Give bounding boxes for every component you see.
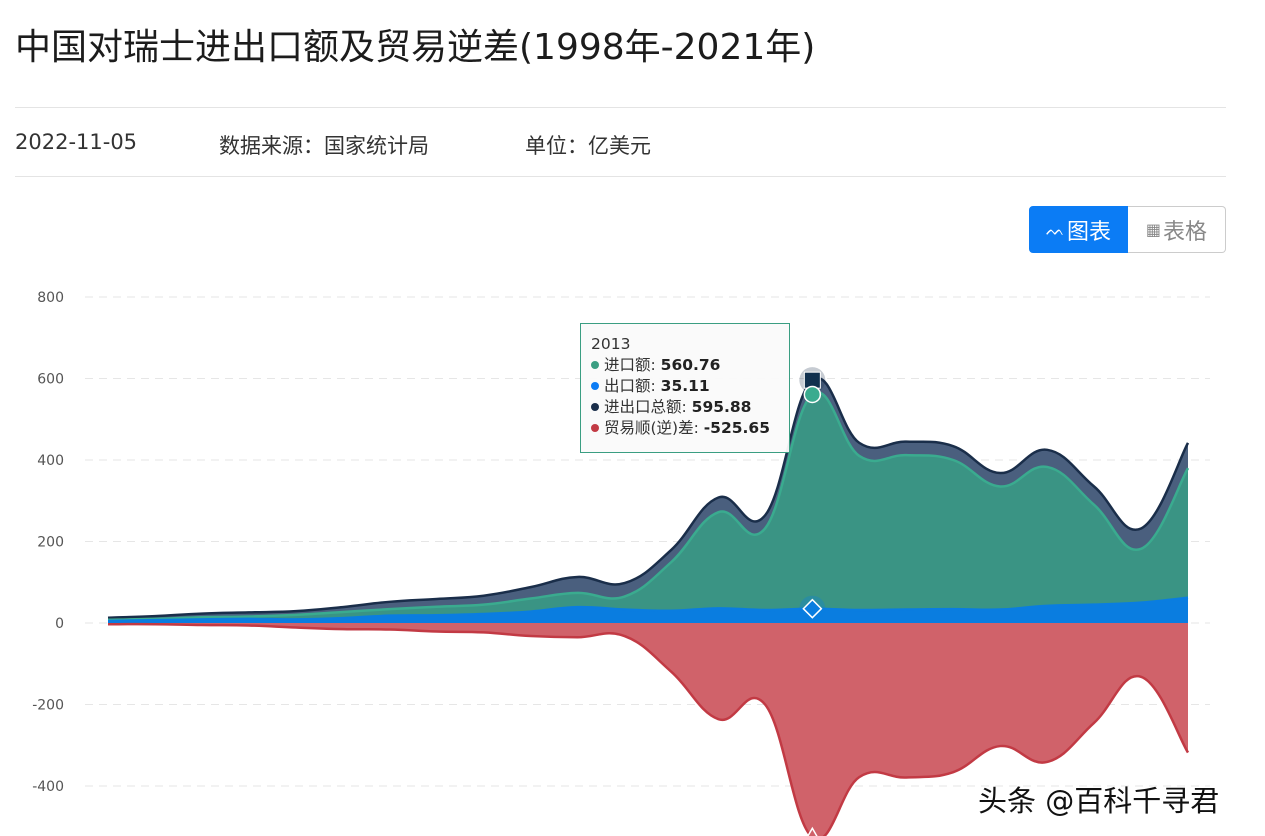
y-tick-label: 800 xyxy=(37,290,64,306)
view-toggle: ᨓ 图表 ▦ 表格 xyxy=(1029,206,1226,253)
series-dot-icon xyxy=(591,361,599,369)
data-source: 数据来源：国家统计局 xyxy=(219,134,429,158)
balance-marker xyxy=(807,826,818,836)
y-tick-label: 400 xyxy=(37,453,64,469)
tooltip-value: 595.88 xyxy=(691,398,752,416)
y-tick-label: 200 xyxy=(37,535,64,551)
y-tick-label: 600 xyxy=(37,372,64,388)
tooltip: 2013 进口额: 560.76 出口额: 35.11 进出口总额: 595.88 贸… xyxy=(580,323,790,453)
series-area-1 xyxy=(108,392,1188,623)
table-view-button[interactable]: ▦ 表格 xyxy=(1128,206,1226,253)
unit-label: 单位：亿美元 xyxy=(525,134,651,158)
chart-icon: ᨓ xyxy=(1045,219,1066,239)
tooltip-value: 560.76 xyxy=(660,356,721,374)
series-dot-icon xyxy=(591,403,599,411)
table-icon: ▦ xyxy=(1145,220,1162,239)
tooltip-label: 进口额: xyxy=(604,356,661,374)
y-tick-label: 0 xyxy=(55,616,64,632)
y-tick-label: -400 xyxy=(32,779,64,795)
chart-view-button[interactable]: ᨓ 图表 xyxy=(1029,206,1128,253)
series-dot-icon xyxy=(591,382,599,390)
divider xyxy=(15,176,1226,177)
tooltip-year: 2013 xyxy=(591,335,631,353)
tooltip-row: 出口额: 35.11 xyxy=(591,376,779,397)
series-dot-icon xyxy=(591,424,599,432)
series-line-0 xyxy=(107,376,1190,619)
tooltip-row: 贸易顺(逆)差: -525.65 xyxy=(591,418,779,439)
series-line-3 xyxy=(107,622,1190,836)
table-view-label: 表格 xyxy=(1163,219,1208,245)
publish-date: 2022-11-05 xyxy=(15,130,138,154)
watermark: 头条 @百科千寻君 xyxy=(978,784,1220,818)
tooltip-value: -525.65 xyxy=(703,419,770,437)
y-tick-label: -200 xyxy=(32,698,64,714)
divider xyxy=(15,107,1226,108)
tooltip-row: 进口额: 560.76 xyxy=(591,355,779,376)
page-title: 中国对瑞士进出口额及贸易逆差(1998年-2021年) xyxy=(15,27,816,68)
series-line-2 xyxy=(107,596,1189,623)
import-marker xyxy=(803,385,822,404)
tooltip-label: 贸易顺(逆)差: xyxy=(604,419,704,437)
export-marker xyxy=(802,598,823,619)
chart-view-label: 图表 xyxy=(1067,219,1112,245)
series-area-3 xyxy=(108,623,1188,836)
tooltip-row: 进出口总额: 595.88 xyxy=(591,397,779,418)
tooltip-label: 出口额: xyxy=(604,377,661,395)
tooltip-label: 进出口总额: xyxy=(604,398,692,416)
tooltip-value: 35.11 xyxy=(660,377,710,395)
series-line-1 xyxy=(107,391,1190,621)
